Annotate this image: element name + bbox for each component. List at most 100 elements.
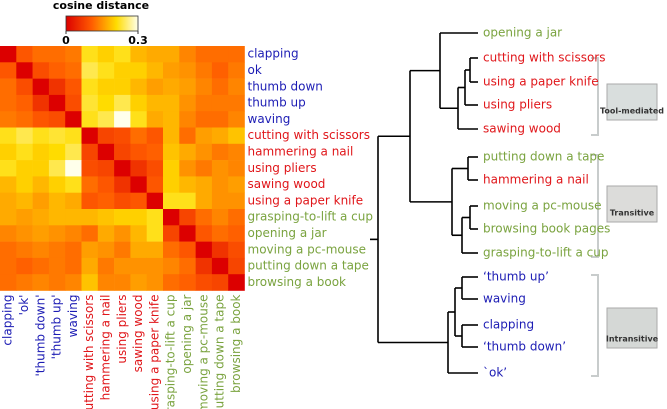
heatmap-cell — [211, 257, 229, 275]
image-placeholder — [606, 185, 658, 223]
group-label: Intransitive — [606, 335, 659, 344]
heatmap-cell — [97, 94, 115, 112]
group-label: Transitive — [610, 209, 655, 218]
heatmap-cell — [195, 94, 213, 112]
heatmap-cell — [0, 160, 17, 177]
heatmap-cell — [146, 78, 164, 96]
heatmap-cell — [16, 111, 33, 128]
heatmap-cell — [0, 257, 17, 275]
heatmap-cell — [195, 62, 213, 79]
heatmap-cell — [0, 225, 17, 242]
heatmap-cell — [130, 46, 147, 63]
heatmap-cell — [130, 192, 147, 210]
heatmap-cell — [65, 192, 82, 210]
leaf-label: using pliers — [483, 98, 552, 112]
heatmap-cell — [16, 46, 33, 63]
heatmap-cell — [32, 143, 50, 161]
heatmap-cell — [81, 225, 99, 242]
row-label: using pliers — [248, 161, 317, 175]
leaf-label: sawing wood — [483, 122, 561, 136]
heatmap-cell — [146, 257, 164, 275]
heatmap-cell — [97, 78, 115, 96]
heatmap-cell — [163, 160, 180, 177]
heatmap-cell — [179, 192, 196, 210]
leaf-label: ‘thumb up’ — [483, 270, 549, 284]
heatmap-cell — [65, 257, 82, 275]
heatmap-cell — [211, 225, 229, 242]
heatmap-cell — [65, 46, 82, 63]
heatmap-cell — [163, 225, 180, 242]
heatmap-cell — [195, 111, 213, 128]
heatmap-cell — [211, 62, 229, 79]
heatmap-cell — [114, 46, 131, 63]
row-label: browsing a book — [248, 275, 347, 289]
heatmap-cell — [0, 127, 17, 145]
heatmap-cell — [179, 209, 196, 226]
heatmap-cell — [146, 176, 164, 193]
heatmap-cell — [81, 209, 99, 226]
heatmap-cell — [195, 46, 213, 63]
heatmap-cell — [16, 143, 33, 161]
heatmap-cell — [195, 257, 213, 275]
heatmap-cell — [195, 143, 213, 161]
colorbar-tick-label: 0 — [62, 34, 70, 47]
heatmap-cell — [130, 225, 147, 242]
row-label: waving — [248, 112, 291, 126]
heatmap-cell — [195, 209, 213, 226]
heatmap-cell — [48, 94, 66, 112]
heatmap-cell — [32, 225, 50, 242]
leaf-label: browsing book pages — [483, 222, 610, 236]
heatmap-cell — [146, 160, 164, 177]
heatmap-cell — [114, 160, 131, 177]
heatmap-cell — [32, 209, 50, 226]
heatmap-cell — [32, 94, 50, 112]
heatmap-cell — [32, 111, 50, 128]
heatmap-cell — [179, 160, 196, 177]
heatmap-cell — [130, 160, 147, 177]
row-label: putting down a tape — [248, 259, 369, 273]
heatmap-cell — [114, 225, 131, 242]
heatmap-cell — [228, 209, 245, 226]
heatmap-cell — [65, 160, 82, 177]
heatmap-cell — [48, 160, 66, 177]
column-label: grasping-to-lift a cup — [164, 295, 178, 409]
heatmap-cell — [48, 274, 66, 291]
heatmap-cell — [16, 257, 33, 275]
heatmap-cell — [130, 62, 147, 79]
leaf-label: `ok’ — [483, 366, 507, 380]
leaf-label: hammering a nail — [483, 173, 589, 187]
heatmap-cell — [114, 257, 131, 275]
leaf-label: ‘thumb down’ — [483, 340, 566, 354]
row-label: ok — [248, 63, 262, 77]
leaf-label: grasping-to-lift a cup — [483, 246, 608, 260]
heatmap-cell — [97, 192, 115, 210]
heatmap-cell — [65, 78, 82, 96]
heatmap-cell — [146, 241, 164, 259]
heatmap-cell — [195, 78, 213, 96]
row-label: thumb down — [248, 79, 323, 93]
heatmap-cell — [163, 209, 180, 226]
column-label: cutting with scissors — [82, 295, 96, 409]
heatmap-cell — [81, 62, 99, 79]
heatmap-cell — [146, 46, 164, 63]
heatmap-cell — [81, 257, 99, 275]
heatmap-cell — [163, 46, 180, 63]
heatmap-cell — [228, 160, 245, 177]
heatmap-cell — [16, 127, 33, 145]
heatmap-cell — [0, 111, 17, 128]
heatmap-cell — [130, 111, 147, 128]
column-label: waving — [66, 295, 80, 338]
heatmap-cell — [130, 78, 147, 96]
heatmap-cell — [163, 257, 180, 275]
heatmap-cell — [211, 209, 229, 226]
column-label: 'thumb up' — [50, 295, 64, 360]
heatmap-cell — [97, 241, 115, 259]
heatmap-cell — [228, 127, 245, 145]
heatmap-cell — [179, 46, 196, 63]
leaf-label: putting down a tape — [483, 150, 604, 164]
heatmap-cell — [81, 241, 99, 259]
heatmap-cell — [146, 209, 164, 226]
heatmap-cell — [211, 143, 229, 161]
heatmap-cell — [130, 127, 147, 145]
heatmap-cell — [228, 143, 245, 161]
